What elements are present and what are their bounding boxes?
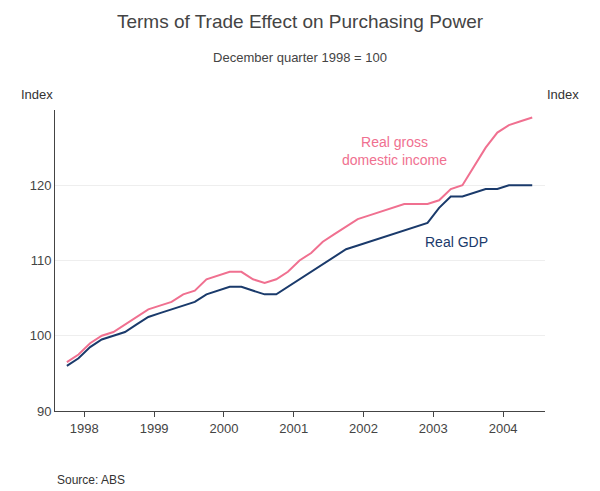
svg-text:2000: 2000 [209,421,238,436]
svg-text:Index: Index [21,87,53,102]
svg-text:Real grossdomestic income: Real grossdomestic income [342,134,447,168]
svg-text:110: 110 [31,253,52,268]
svg-text:Real GDP: Real GDP [425,234,488,250]
svg-text:90: 90 [37,404,51,419]
svg-text:1999: 1999 [140,421,169,436]
svg-text:2003: 2003 [419,421,448,436]
svg-text:1998: 1998 [70,421,99,436]
svg-text:2001: 2001 [279,421,308,436]
svg-text:Source: ABS: Source: ABS [57,473,125,487]
svg-text:2002: 2002 [349,421,378,436]
svg-text:120: 120 [30,178,52,193]
svg-text:Index: Index [547,87,579,102]
svg-text:Terms of Trade Effect on Purch: Terms of Trade Effect on Purchasing Powe… [117,11,484,32]
svg-text:100: 100 [30,328,52,343]
svg-text:2004: 2004 [489,421,518,436]
svg-text:December quarter 1998 = 100: December quarter 1998 = 100 [213,50,387,65]
